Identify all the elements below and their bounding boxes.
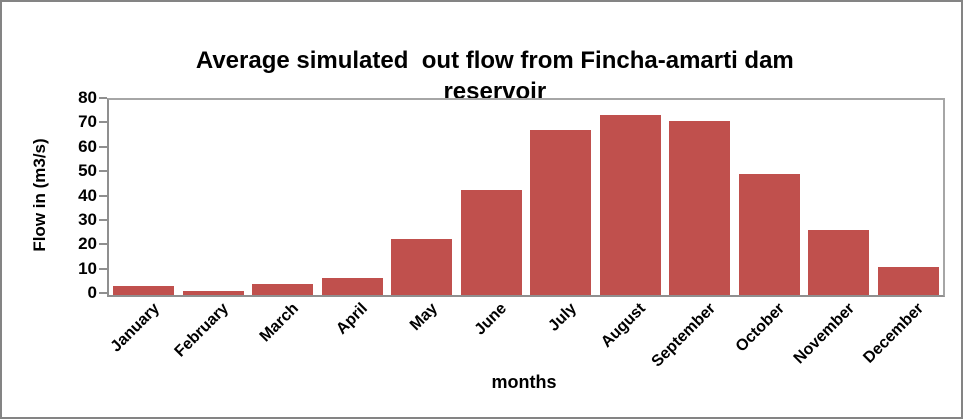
- bar-august: [599, 114, 661, 295]
- y-tick-label: 20: [78, 234, 97, 254]
- y-tick-label: 60: [78, 136, 97, 156]
- bars: [109, 100, 943, 295]
- x-tick-label-november: November: [790, 300, 858, 368]
- y-tick-mark: [99, 145, 107, 148]
- y-tick-mark: [99, 121, 107, 124]
- x-tick-label-june: June: [471, 300, 511, 339]
- x-tick-label-march: March: [256, 300, 302, 346]
- x-tick-label-august: August: [598, 300, 650, 351]
- x-axis-title: months: [491, 372, 557, 392]
- x-tick-label-may: May: [406, 300, 441, 335]
- y-tick-label: 50: [78, 161, 97, 181]
- y-tick-mark: [99, 267, 107, 270]
- y-tick-label: 30: [78, 209, 97, 229]
- bar-may: [391, 238, 453, 295]
- y-tick-mark: [99, 243, 107, 246]
- bar-april: [321, 277, 383, 295]
- x-tick-label-april: April: [333, 300, 372, 338]
- bar-october: [738, 174, 800, 295]
- x-tick-label-february: February: [171, 300, 233, 361]
- bar-slot: [318, 100, 388, 295]
- bar-slot: [179, 100, 249, 295]
- bar-november: [808, 230, 870, 295]
- bar-slot: [804, 100, 874, 295]
- y-tick-mark: [99, 170, 107, 173]
- bar-february: [182, 291, 244, 295]
- bar-slot: [874, 100, 944, 295]
- y-tick-label: 10: [78, 258, 97, 278]
- x-tick-label-january: January: [107, 300, 163, 356]
- bar-slot: [596, 100, 666, 295]
- bar-slot: [387, 100, 457, 295]
- bar-slot: [457, 100, 527, 295]
- bar-slot: [248, 100, 318, 295]
- y-tick-label: 80: [78, 88, 97, 107]
- bar-december: [877, 266, 939, 295]
- x-tick-label-december: December: [860, 300, 928, 367]
- bar-slot: [526, 100, 596, 295]
- y-tick-label: 0: [87, 283, 97, 302]
- y-tick-mark: [99, 218, 107, 221]
- bar-march: [252, 284, 314, 295]
- x-tick-label-september: September: [648, 300, 719, 371]
- y-tick-mark: [99, 194, 107, 197]
- y-tick-mark: [99, 292, 107, 294]
- bar-january: [113, 286, 175, 295]
- bar-slot: [665, 100, 735, 295]
- y-tick-label: 70: [78, 112, 97, 132]
- plot-area: [107, 98, 945, 297]
- bar-june: [460, 190, 522, 295]
- bar-september: [669, 120, 731, 295]
- x-tick-label-july: July: [545, 300, 580, 335]
- x-tick-label-october: October: [732, 300, 789, 356]
- y-tick-mark: [99, 97, 107, 99]
- bar-july: [530, 130, 592, 295]
- bar-slot: [735, 100, 805, 295]
- bar-slot: [109, 100, 179, 295]
- y-tick-label: 40: [78, 185, 97, 205]
